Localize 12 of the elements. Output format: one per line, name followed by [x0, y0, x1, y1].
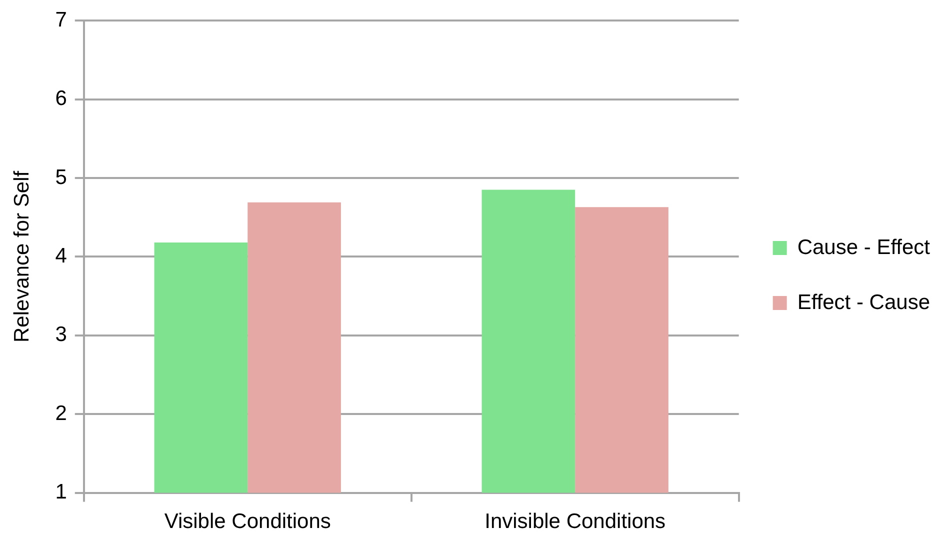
y-tick-label: 7 — [55, 8, 67, 32]
y-tick-label: 1 — [55, 480, 67, 504]
y-tick-label: 4 — [55, 244, 68, 268]
x-tick-label: Invisible Conditions — [484, 510, 666, 534]
legend-label: Effect - Cause — [797, 290, 930, 314]
y-tick-label: 3 — [55, 323, 67, 346]
x-tick-label: Visible Conditions — [164, 510, 331, 534]
y-tick-label: 5 — [55, 166, 67, 189]
y-axis-title: Relevance for Self — [10, 170, 34, 342]
legend-label: Cause - Effect — [797, 236, 930, 259]
y-tick-label: 6 — [55, 87, 67, 110]
y-tick-label: 2 — [55, 402, 67, 425]
